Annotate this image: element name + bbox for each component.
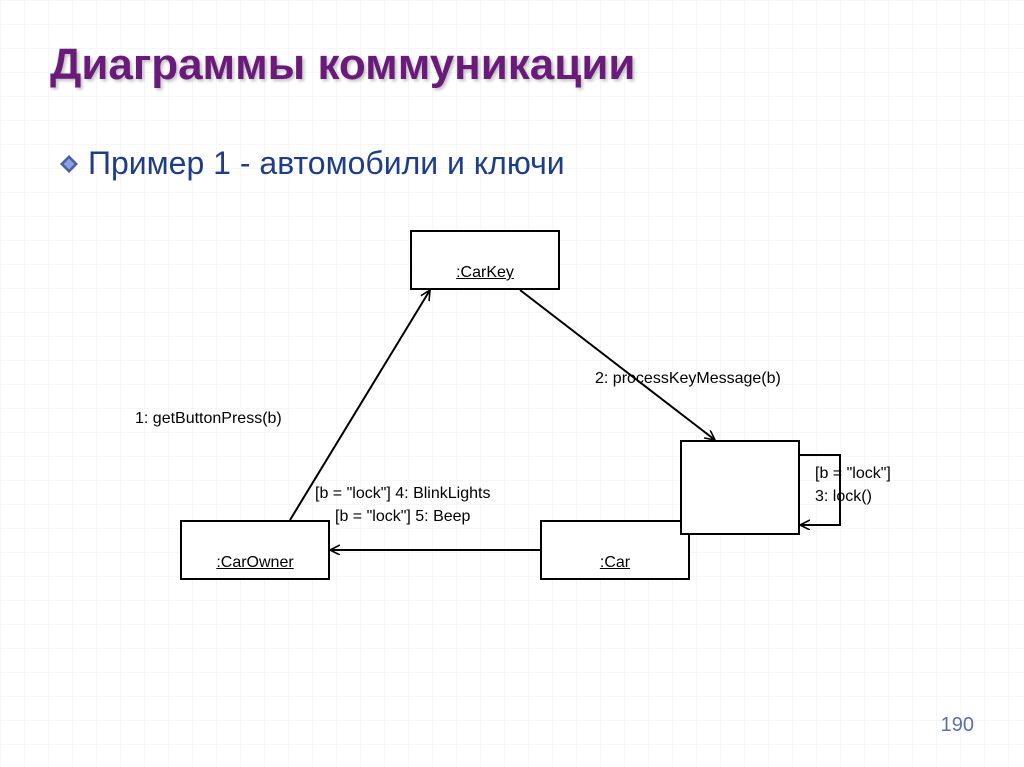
communication-diagram: :CarKey :CarOwner :Car 1: getButtonPress(b)… [120, 230, 900, 630]
edge-1 [520, 290, 715, 440]
slide-subtitle: Пример 1 - автомобили и ключи [88, 145, 565, 182]
message-label-4: [b = "lock"] [815, 465, 891, 483]
node-label-carowner: :CarOwner [216, 554, 293, 572]
node-car: :Car [540, 520, 690, 580]
slide: Диаграммы коммуникации Пример 1 - автомо… [0, 0, 1024, 767]
message-label-2: [b = "lock"] 4: BlinkLights [315, 485, 490, 503]
subtitle-row: Пример 1 - автомобили и ключи [60, 145, 565, 182]
message-label-3: [b = "lock"] 5: Beep [335, 508, 470, 526]
message-label-0: 1: getButtonPress(b) [135, 410, 282, 428]
message-label-5: 3: lock() [815, 488, 872, 506]
page-number: 190 [941, 714, 974, 737]
message-label-1: 2: processKeyMessage(b) [595, 370, 781, 388]
node-carkey: :CarKey [410, 230, 560, 290]
diamond-bullet-icon [60, 155, 78, 173]
node-carowner: :CarOwner [180, 520, 330, 580]
node-label-car: :Car [600, 554, 630, 572]
node-label-carkey: :CarKey [456, 264, 514, 282]
node-anon [680, 440, 800, 535]
slide-title: Диаграммы коммуникации [50, 40, 635, 90]
